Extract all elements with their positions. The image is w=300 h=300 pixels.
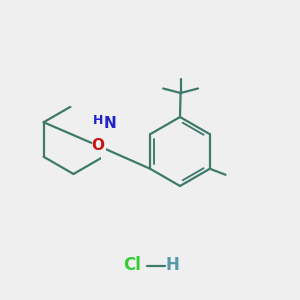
- Text: N: N: [103, 116, 116, 131]
- Text: Cl: Cl: [123, 256, 141, 274]
- Text: O: O: [91, 138, 104, 153]
- Text: H: H: [166, 256, 179, 274]
- Text: H: H: [93, 114, 103, 127]
